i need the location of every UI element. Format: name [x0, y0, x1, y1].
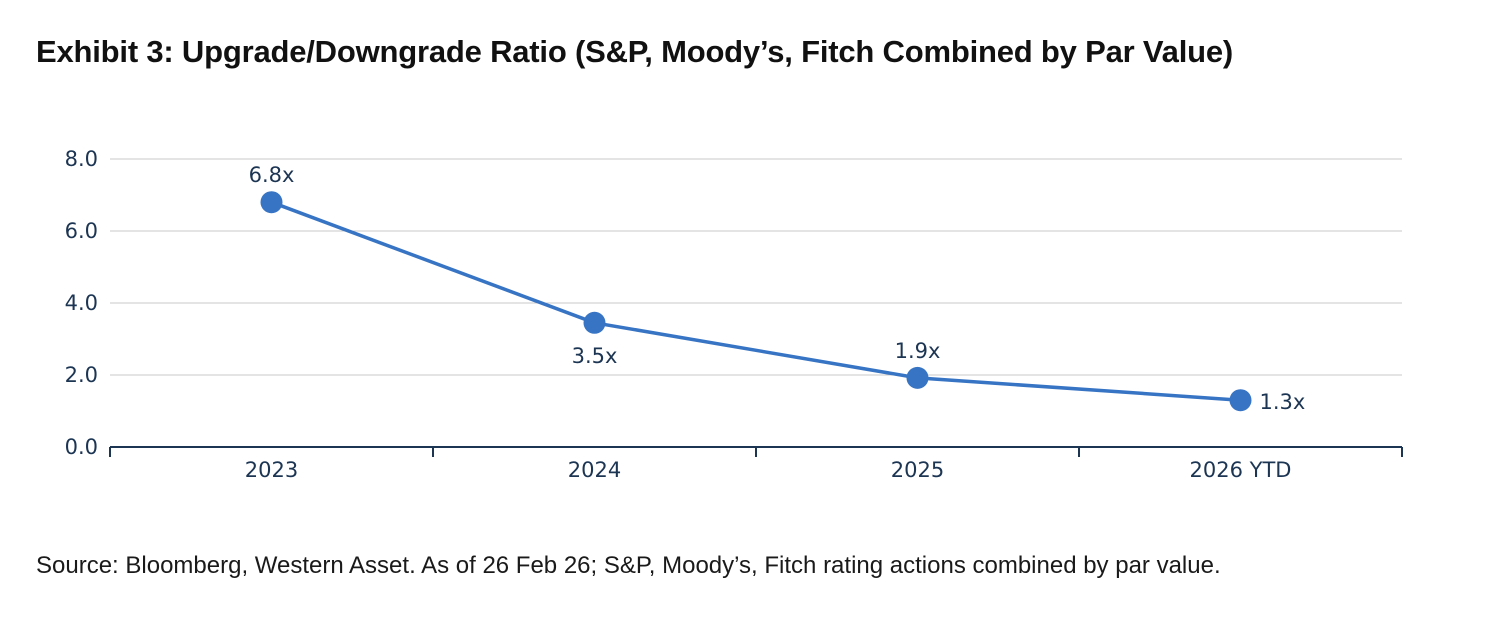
data-point [906, 366, 929, 389]
y-tick-label: 6.0 [65, 219, 98, 243]
x-tick-label: 2025 [891, 458, 944, 482]
x-tick-label: 2023 [245, 458, 298, 482]
data-label: 6.8x [249, 163, 295, 187]
x-tick-label: 2026 YTD [1190, 458, 1292, 482]
series-line [270, 200, 1241, 402]
y-axis-tick-labels: 0.0 2.0 4.0 6.0 8.0 [65, 147, 98, 459]
data-point [260, 191, 283, 214]
data-label: 3.5x [572, 344, 618, 368]
data-label: 1.3x [1260, 390, 1306, 414]
gridlines [110, 158, 1402, 376]
data-label: 1.9x [895, 339, 941, 363]
data-point [583, 311, 606, 334]
x-axis-tick-labels: 2023 2024 2025 2026 YTD [245, 458, 1292, 482]
series [260, 191, 1252, 412]
x-tick-label: 2024 [568, 458, 621, 482]
y-tick-label: 8.0 [65, 147, 98, 171]
y-tick-label: 2.0 [65, 363, 98, 387]
source-note: Source: Bloomberg, Western Asset. As of … [36, 552, 1221, 579]
data-point [1229, 389, 1252, 412]
chart-title: Exhibit 3: Upgrade/Downgrade Ratio (S&P,… [36, 34, 1234, 69]
y-tick-label: 4.0 [65, 291, 98, 315]
data-labels: 6.8x 3.5x 1.9x 1.3x [249, 163, 1306, 414]
x-axis [109, 446, 1403, 457]
y-tick-label: 0.0 [65, 435, 98, 459]
